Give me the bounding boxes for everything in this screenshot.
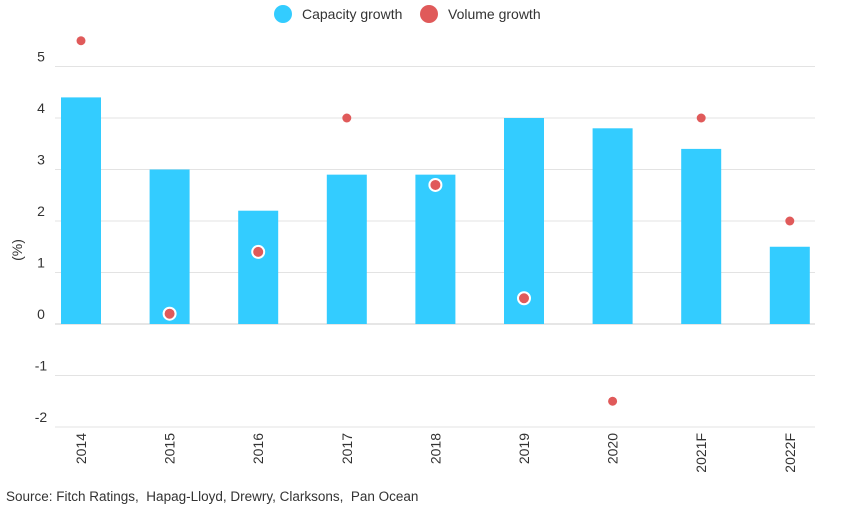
capacity-growth-bar: [504, 118, 544, 324]
legend-swatch-volume-growth: [420, 5, 438, 23]
capacity-growth-bar: [592, 128, 633, 324]
legend-label-volume-growth: Volume growth: [448, 6, 541, 22]
legend: Capacity growth Volume growth: [274, 5, 541, 23]
volume-growth-point: [251, 244, 266, 259]
y-axis-label: (%): [9, 239, 25, 261]
legend-label-capacity-growth: Capacity growth: [302, 6, 402, 22]
bars: [61, 97, 810, 325]
y-tick-label: 5: [37, 49, 45, 65]
volume-growth-point: [428, 177, 443, 192]
volume-growth-point: [608, 396, 618, 406]
capacity-growth-bar: [149, 169, 190, 324]
y-tick-label: 1: [37, 255, 45, 271]
volume-growth-point: [342, 113, 352, 123]
x-tick-label: 2015: [162, 433, 178, 464]
x-tick-label: 2022F: [782, 433, 798, 473]
x-tick-label: 2020: [605, 433, 621, 464]
source-note: Source: Fitch Ratings, Hapag-Lloyd, Drew…: [6, 489, 419, 504]
capacity-growth-bar: [326, 174, 367, 324]
y-axis-ticks: 5 4 3 2 1 0 -1 -2: [35, 49, 48, 426]
y-tick-label: 2: [37, 203, 45, 219]
x-tick-label: 2021F: [693, 433, 709, 473]
x-tick-label: 2017: [339, 433, 355, 464]
x-tick-label: 2018: [427, 433, 443, 464]
volume-growth-point: [785, 216, 795, 226]
capacity-growth-bar: [238, 210, 279, 324]
capacity-growth-bar: [681, 148, 722, 324]
dots: [76, 36, 795, 406]
volume-growth-point: [76, 36, 86, 46]
y-tick-label: -2: [35, 409, 48, 425]
x-tick-label: 2019: [516, 433, 532, 464]
x-tick-label: 2016: [250, 433, 266, 464]
y-tick-label: -1: [35, 358, 48, 374]
capacity-growth-bar: [61, 97, 101, 325]
legend-swatch-capacity-growth: [274, 5, 292, 23]
volume-growth-point: [517, 291, 531, 306]
volume-growth-point: [696, 113, 706, 123]
y-tick-label: 0: [37, 306, 45, 322]
capacity-growth-bar: [415, 174, 456, 324]
x-axis-labels: 2014 2015 2016 2017 2018 2019 2020 2021F 2022F: [73, 433, 798, 473]
volume-growth-point: [162, 306, 177, 321]
capacity-growth-bar: [769, 246, 810, 324]
y-tick-label: 4: [37, 100, 45, 116]
x-tick-label: 2014: [73, 433, 89, 464]
y-tick-label: 3: [37, 152, 45, 168]
